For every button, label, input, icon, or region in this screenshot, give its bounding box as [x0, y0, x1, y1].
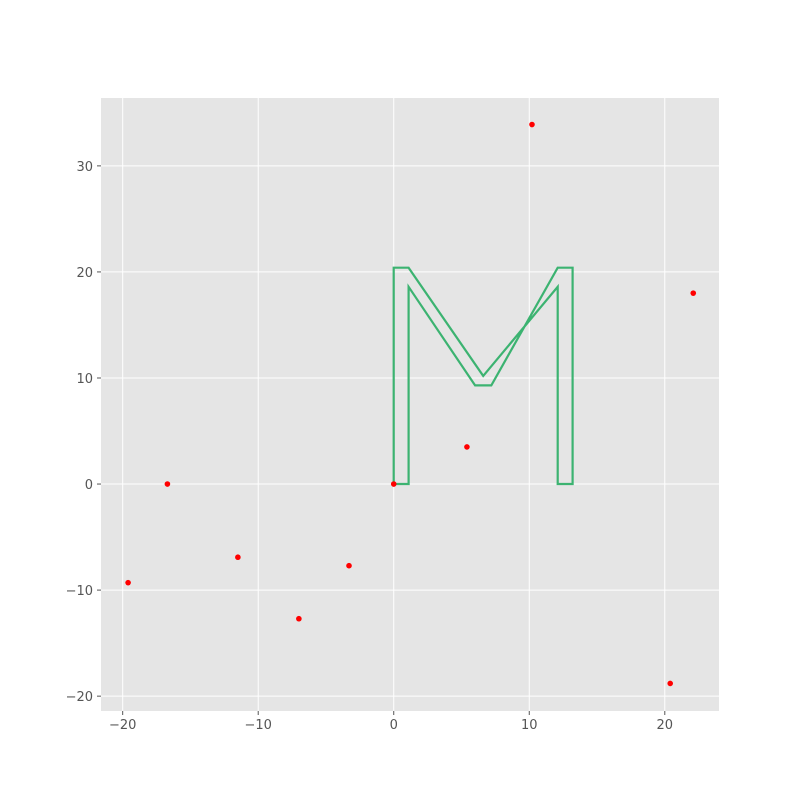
y-axis-ticks: −20 −10 0 10 20 30: [66, 160, 101, 705]
outline-line: [392, 266, 574, 486]
scatter-point: [667, 680, 674, 687]
grid-lines: [101, 98, 719, 711]
scatter-point: [690, 290, 697, 296]
scatter-point: [529, 121, 535, 128]
scatter-point: [235, 554, 241, 561]
x-tick-label: −20: [109, 718, 136, 733]
series-points: [125, 121, 697, 687]
x-tick-label: 20: [657, 718, 674, 733]
x-tick-label: 0: [390, 718, 398, 733]
x-axis-ticks: −20 −10 0 10 20: [109, 711, 673, 733]
series-lines: [392, 266, 574, 486]
scatter-point: [125, 579, 131, 586]
x-tick-label: −10: [244, 718, 271, 733]
x-tick-label: 10: [521, 718, 538, 733]
y-tick-label: −20: [66, 690, 93, 705]
scatter-point: [296, 615, 302, 622]
plot-area: [101, 98, 719, 711]
scatter-point: [164, 481, 171, 487]
scatter-point: [390, 481, 397, 487]
scatter-point: [464, 444, 470, 450]
y-tick-label: 10: [76, 372, 93, 387]
y-tick-label: 30: [76, 160, 93, 175]
y-tick-label: −10: [66, 584, 93, 599]
y-tick-label: 0: [85, 478, 93, 493]
scatter-point: [346, 562, 352, 569]
y-tick-label: 20: [76, 266, 93, 281]
